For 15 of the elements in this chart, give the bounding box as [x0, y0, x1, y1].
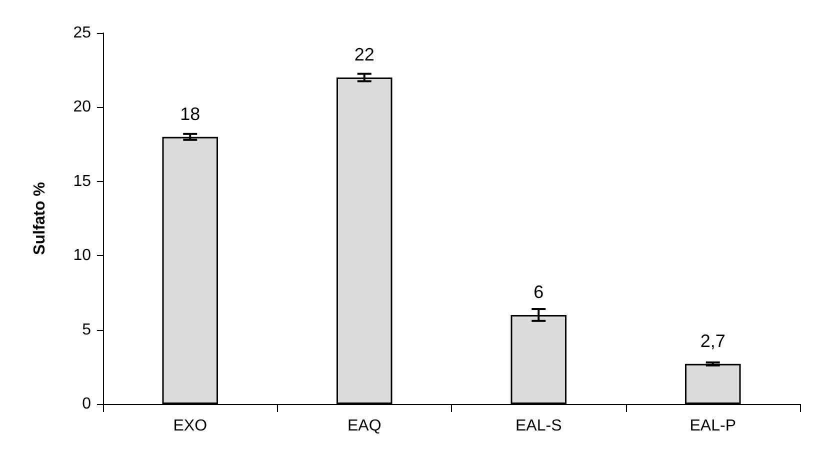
y-tick-label: 10 [73, 247, 92, 264]
data-label: 2,7 [700, 330, 726, 351]
y-tick-label: 5 [82, 321, 92, 338]
x-tick-label: EAQ [347, 418, 382, 434]
y-tick-label: 0 [82, 396, 92, 412]
y-tick-label: 20 [73, 98, 92, 116]
x-tick-label: EAL-S [516, 418, 562, 434]
data-label: 6 [534, 282, 544, 302]
y-axis-title: Sulfato % [32, 182, 48, 255]
data-label: 18 [180, 104, 200, 124]
data-label: 22 [354, 44, 374, 65]
x-tick-label: EXO [173, 418, 208, 434]
y-tick-label: 15 [73, 172, 92, 190]
y-tick-label: 25 [73, 24, 92, 42]
x-tick-label: EAL-P [690, 418, 736, 434]
